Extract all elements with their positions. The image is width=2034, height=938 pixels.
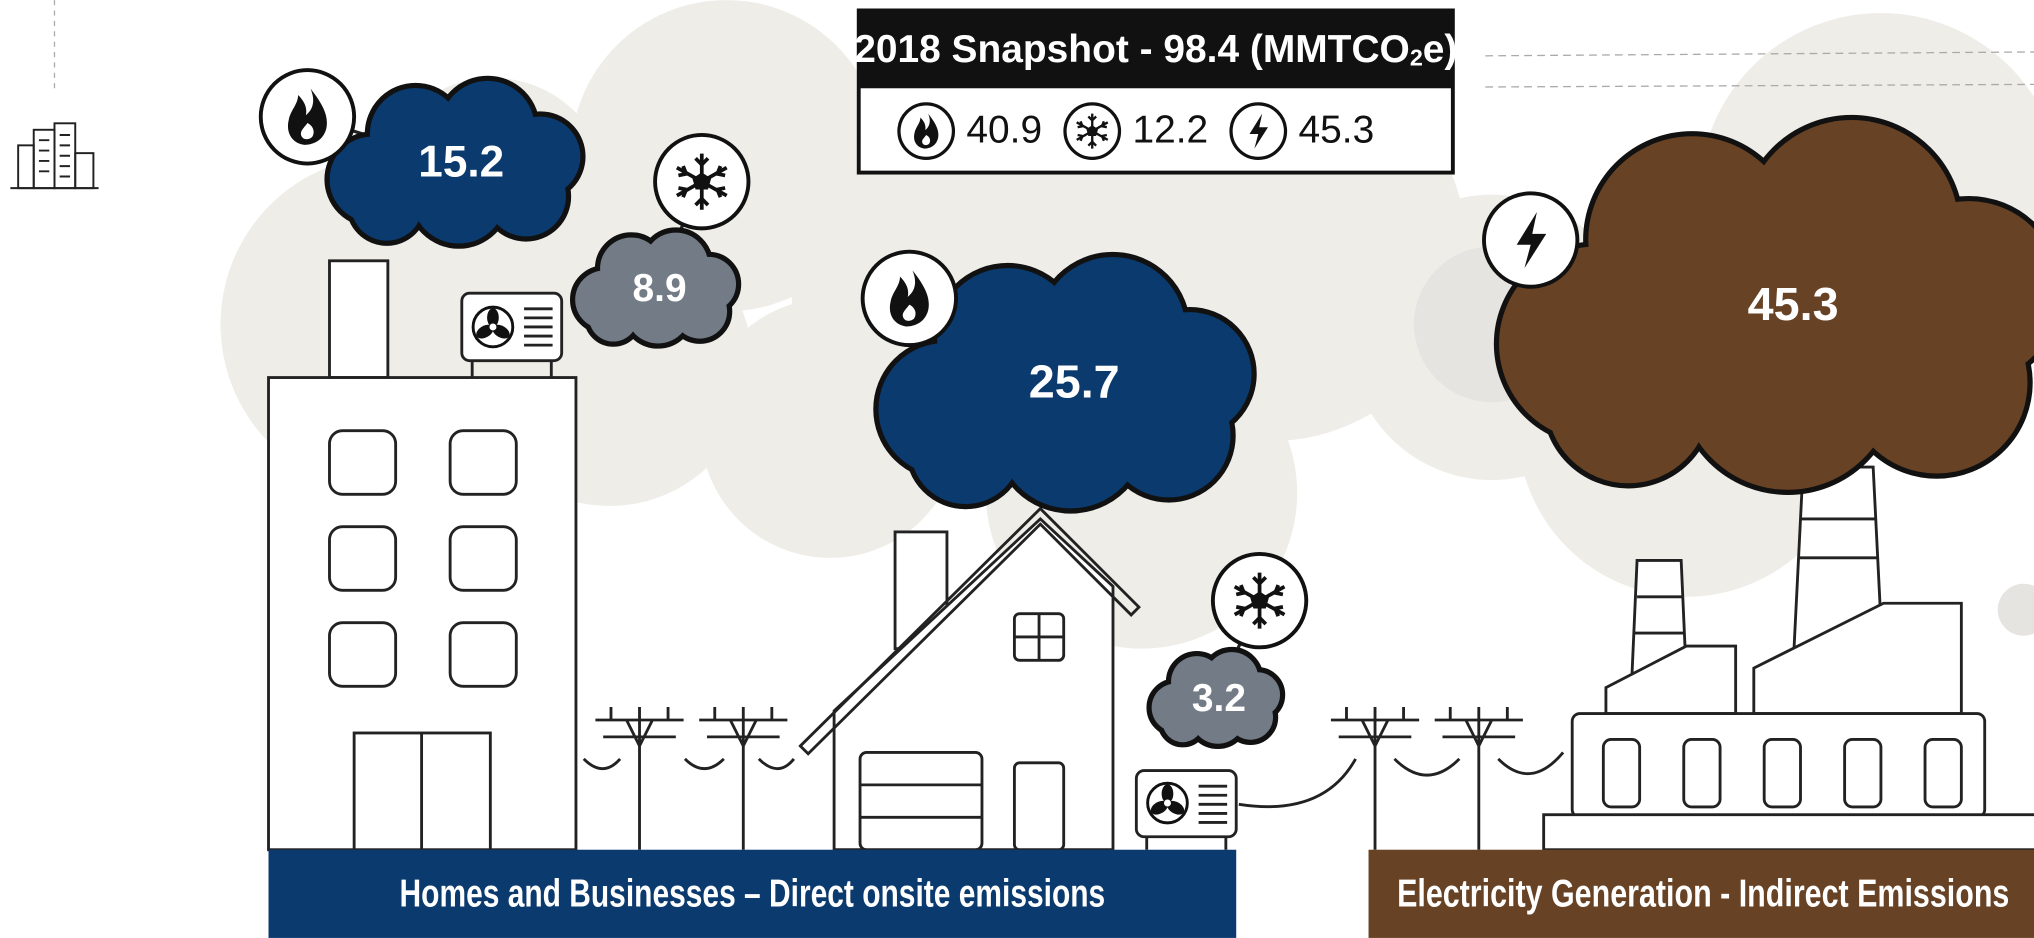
banner-label: Homes and Businesses – Direct onsite emi… [400,873,1106,916]
pole [699,707,787,850]
pole [1331,707,1419,850]
cloud-body [589,293,638,342]
title-end: e) [1423,28,1458,71]
cloud-value: 25.7 [1029,356,1120,408]
cloud-body [1547,321,1709,483]
pole [595,707,683,850]
smoke [1998,584,2034,636]
title-subscript: 2 [1410,45,1423,71]
pole [1435,707,1523,850]
cloud-body [911,394,1021,504]
utility-pole [1331,707,1419,850]
snapshot-title: 2018 Snapshot - 98.4 (MMTCO2e) [854,28,1457,71]
title-text: 2018 Snapshot - 98.4 (MMTCO [854,28,1410,71]
cloud-value: 45.3 [1748,278,1839,330]
cloud-value: 15.2 [418,137,504,186]
utility-pole [699,707,787,850]
utility-pole [595,707,683,850]
cloud-value: 3.2 [1192,677,1246,720]
snapshot-value: 45.3 [1298,109,1374,152]
scene: 2018 Snapshot - 98.4 (MMTCO2e) 40.9 12.2 4… [10,0,2034,938]
city-icon [10,123,98,188]
snapshot-value: 40.9 [966,109,1042,152]
snapshot-value: 12.2 [1132,109,1208,152]
banner-label: Electricity Generation - Indirect Emissi… [1397,873,2009,916]
snapshot-box: 2018 Snapshot - 98.4 (MMTCO2e) 40.9 12.2 4… [854,10,1457,172]
cloud-body [351,169,422,240]
utility-pole [1435,707,1523,850]
infographic: 2018 Snapshot - 98.4 (MMTCO2e) 40.9 12.2 4… [0,0,2034,938]
cloud-value: 8.9 [633,267,687,310]
